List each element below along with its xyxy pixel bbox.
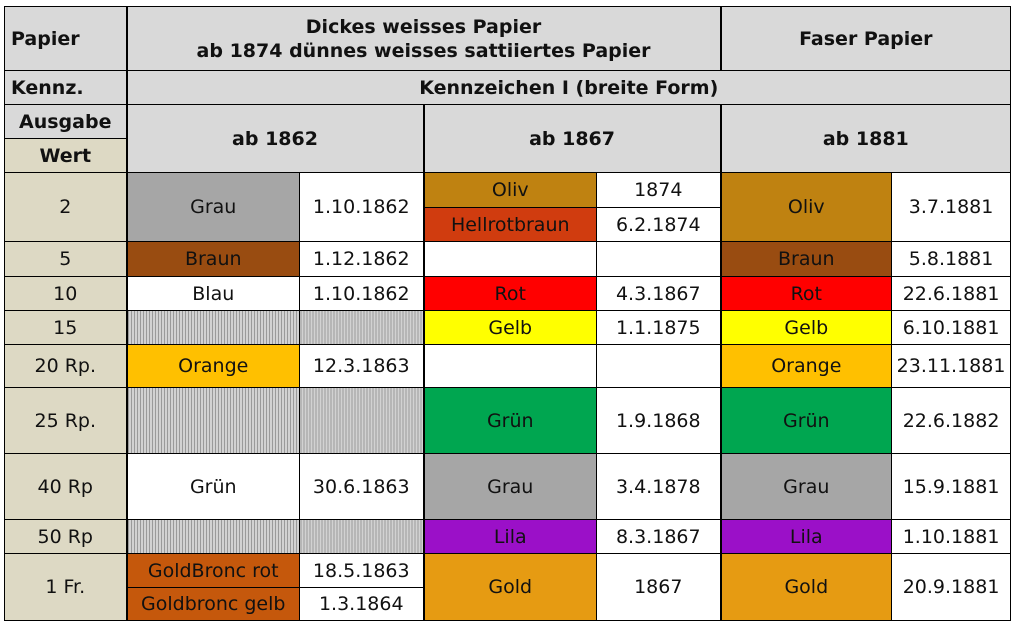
stamp-date-cell (299, 387, 425, 454)
issue-header-1862: ab 1862 (126, 104, 425, 173)
ausgabe-label: Ausgabe (4, 104, 128, 139)
stamp-color-cell: Gold (423, 553, 597, 621)
stamp-date-cell: 6.2.1874 (595, 207, 722, 242)
stamp-color-cell: Goldbronc gelb (126, 587, 300, 621)
kennz-label: Kennz. (4, 70, 128, 105)
wert-cell: 1 Fr. (4, 553, 128, 621)
stamp-date-cell: 1.12.1862 (299, 241, 425, 277)
stamp-date-cell: 6.10.1881 (891, 310, 1012, 345)
stamp-date-cell: 4.3.1867 (595, 276, 722, 311)
stamp-color-cell (423, 344, 597, 388)
stamp-date-cell: 3.4.1878 (595, 453, 722, 520)
stamp-color-cell: Oliv (423, 172, 597, 208)
stamp-color-cell: Braun (126, 241, 300, 277)
stamp-date-cell (595, 344, 722, 388)
stamp-color-cell: Grün (423, 387, 597, 454)
stamp-color-cell: Hellrotbraun (423, 207, 597, 242)
stamp-color-cell: Grau (126, 172, 300, 242)
stamp-color-cell (126, 387, 300, 454)
stamp-date-cell: 3.7.1881 (891, 172, 1012, 242)
stamp-issue-table: Papier Dickes weisses Papier ab 1874 dün… (4, 6, 1012, 621)
stamp-date-cell: 22.6.1882 (891, 387, 1012, 454)
stamp-date-cell (595, 241, 722, 277)
papier-thick-header: Dickes weisses Papier ab 1874 dünnes wei… (125, 6, 722, 71)
stamp-color-cell: Grau (720, 453, 893, 520)
stamp-date-cell: 15.9.1881 (891, 453, 1012, 520)
stamp-date-cell: 18.5.1863 (299, 553, 425, 588)
stamp-date-cell (299, 519, 425, 554)
stamp-color-cell: Rot (720, 276, 893, 311)
stamp-color-cell: Lila (720, 519, 893, 554)
papier-label: Papier (4, 6, 128, 71)
wert-cell: 25 Rp. (4, 387, 128, 454)
wert-cell: 5 (4, 241, 128, 277)
stamp-color-cell: Grün (720, 387, 893, 454)
stamp-color-cell: Orange (720, 344, 893, 388)
stamp-date-cell: 1867 (595, 553, 722, 621)
stamp-color-cell: Gelb (423, 310, 597, 345)
wert-cell: 20 Rp. (4, 344, 128, 388)
wert-label: Wert (4, 138, 128, 173)
stamp-date-cell: 8.3.1867 (595, 519, 722, 554)
issue-header-1881: ab 1881 (720, 104, 1012, 173)
papier-fiber-header: Faser Papier (720, 6, 1012, 71)
stamp-color-cell (126, 310, 300, 345)
stamp-color-cell: GoldBronc rot (126, 553, 300, 588)
stamp-color-cell: Orange (126, 344, 300, 388)
stamp-color-cell: Rot (423, 276, 597, 311)
papier-thick-line1: Dickes weisses Papier (305, 15, 542, 38)
stamp-color-cell: Blau (126, 276, 300, 311)
issue-header-1867: ab 1867 (422, 104, 722, 173)
stamp-color-cell: Braun (720, 241, 893, 277)
stamp-date-cell: 1.10.1862 (299, 172, 425, 242)
wert-cell: 40 Rp (4, 453, 128, 520)
stamp-date-cell: 1.10.1881 (891, 519, 1012, 554)
stamp-date-cell: 1.1.1875 (595, 310, 722, 345)
stamp-color-cell: Grau (423, 453, 597, 520)
stamp-color-cell: Gold (720, 553, 893, 621)
wert-cell: 10 (4, 276, 128, 311)
stamp-date-cell: 23.11.1881 (891, 344, 1012, 388)
stamp-date-cell: 12.3.1863 (299, 344, 425, 388)
stamp-color-cell: Lila (423, 519, 597, 554)
stamp-date-cell: 1.3.1864 (299, 587, 425, 621)
stamp-date-cell: 22.6.1881 (891, 276, 1012, 311)
stamp-date-cell: 1874 (595, 172, 722, 208)
stamp-color-cell (126, 519, 300, 554)
stamp-date-cell: 20.9.1881 (891, 553, 1012, 621)
stamp-color-cell: Grün (126, 453, 300, 520)
stamp-color-cell: Gelb (720, 310, 893, 345)
stamp-date-cell: 1.9.1868 (595, 387, 722, 454)
wert-cell: 2 (4, 172, 128, 242)
stamp-date-cell: 30.6.1863 (299, 453, 425, 520)
papier-thick-line2: ab 1874 dünnes weisses sattiiertes Papie… (196, 39, 651, 62)
wert-cell: 50 Rp (4, 519, 128, 554)
stamp-color-cell (423, 241, 597, 277)
stamp-color-cell: Oliv (720, 172, 893, 242)
stamp-date-cell (299, 310, 425, 345)
kennz-value: Kennzeichen I (breite Form) (125, 70, 1012, 105)
stamp-date-cell: 5.8.1881 (891, 241, 1012, 277)
wert-cell: 15 (4, 310, 128, 345)
stamp-date-cell: 1.10.1862 (299, 276, 425, 311)
